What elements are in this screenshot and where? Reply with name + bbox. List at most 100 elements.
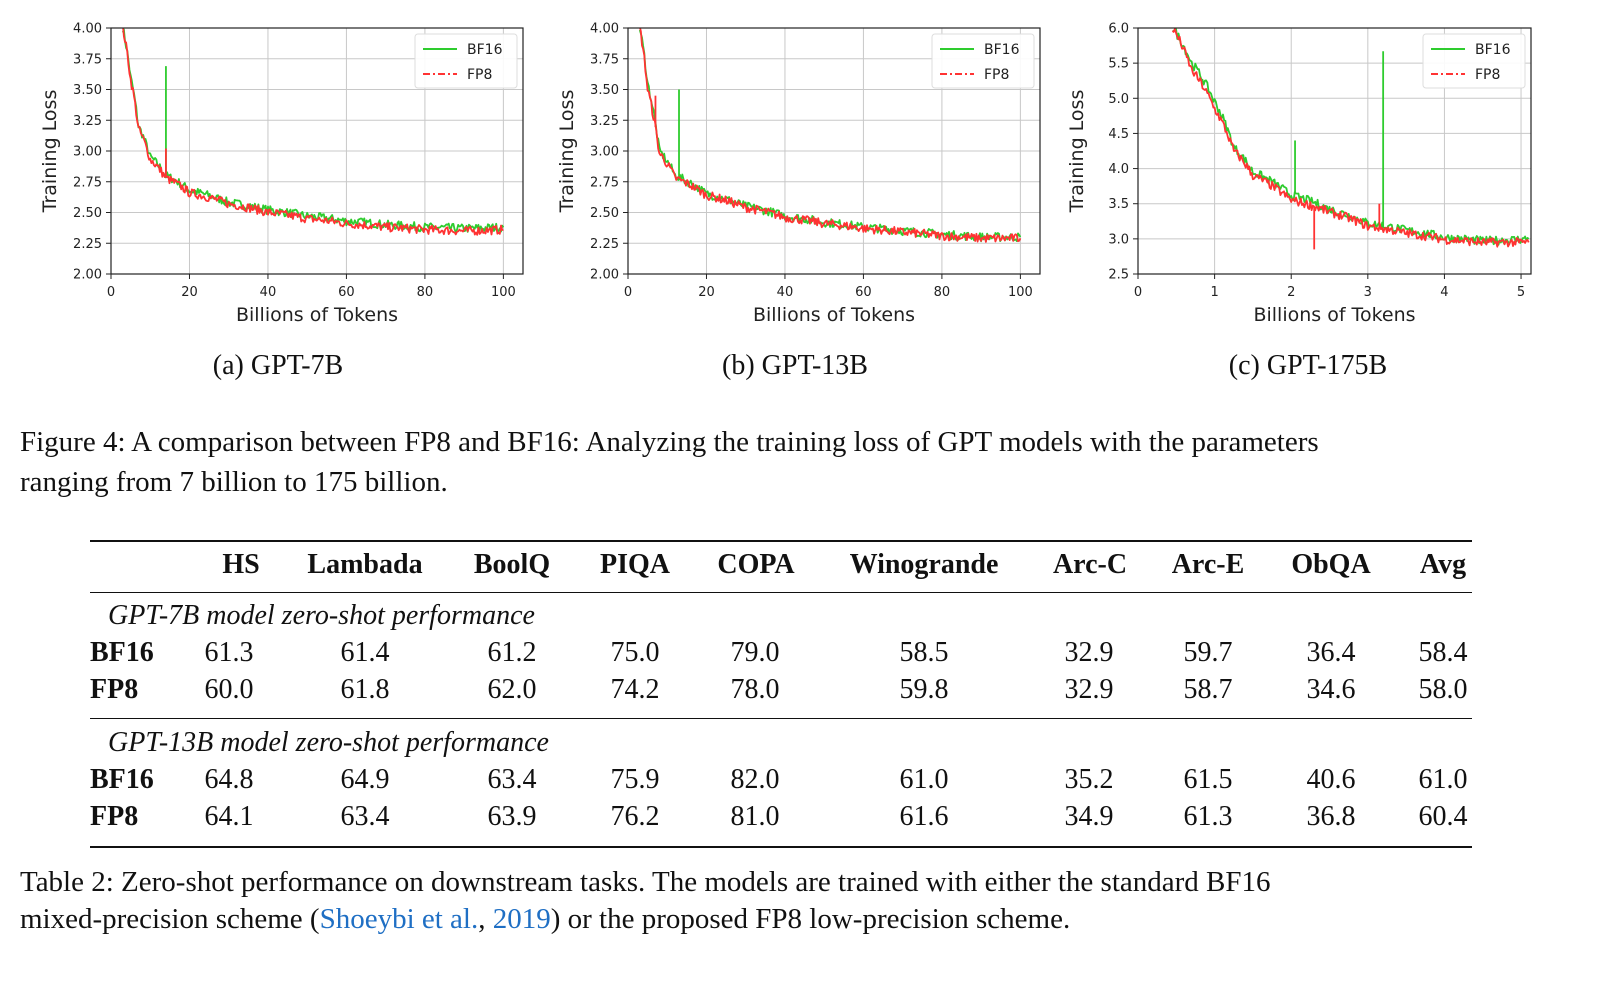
table-header-rule — [90, 592, 1472, 593]
table-cell: 61.0 — [1418, 764, 1468, 795]
y-tick-label: 2.50 — [73, 206, 102, 221]
y-tick-label: 5.5 — [1108, 57, 1129, 72]
table-cell: 60.4 — [1418, 801, 1468, 832]
y-axis-label: Training Loss — [1066, 90, 1088, 214]
citation-author-link[interactable]: Shoeybi et al. — [319, 903, 479, 935]
column-header: BoolQ — [473, 549, 551, 580]
y-tick-label: 2.00 — [590, 268, 619, 283]
column-header: HS — [222, 549, 260, 580]
y-tick-label: 3.0 — [1108, 232, 1129, 247]
table-cell: 59.8 — [899, 674, 949, 705]
table-top-rule — [90, 540, 1472, 542]
table-cell: 76.2 — [610, 801, 660, 832]
y-tick-label: 3.75 — [590, 52, 619, 67]
citation-year-link[interactable]: 2019 — [492, 903, 551, 935]
x-tick-label: 60 — [338, 285, 355, 300]
table-cell: 61.0 — [899, 764, 949, 795]
x-tick-label: 5 — [1517, 285, 1525, 300]
y-tick-label: 4.00 — [590, 22, 619, 37]
y-tick-label: 3.75 — [73, 52, 102, 67]
y-axis-label: Training Loss — [39, 90, 61, 214]
table-cell: 75.0 — [610, 637, 660, 668]
table-cell: 61.4 — [340, 637, 390, 668]
subcaption-c: (c) GPT-175B — [1228, 350, 1388, 381]
x-axis-label: Billions of Tokens — [753, 304, 915, 326]
section-title: GPT-13B model zero-shot performance — [108, 727, 549, 758]
table-mid-rule — [90, 718, 1472, 719]
table-cell: 59.7 — [1183, 637, 1233, 668]
subcaption-a: (a) GPT-7B — [212, 350, 344, 381]
y-tick-label: 2.5 — [1108, 268, 1129, 283]
x-tick-label: 2 — [1287, 285, 1295, 300]
table-cell: 64.9 — [340, 764, 390, 795]
caption-text: mixed-precision scheme ( — [20, 903, 320, 935]
subcaption-b: (b) GPT-13B — [722, 350, 868, 381]
y-tick-label: 4.0 — [1108, 162, 1129, 177]
table-cell: 61.3 — [1183, 801, 1233, 832]
x-tick-label: 0 — [624, 285, 632, 300]
x-tick-label: 100 — [491, 285, 516, 300]
y-tick-label: 3.00 — [590, 145, 619, 160]
y-tick-label: 6.0 — [1108, 22, 1129, 37]
axes-frame — [1137, 27, 1532, 275]
x-axis-label: Billions of Tokens — [1253, 304, 1415, 326]
series-line-fp8 — [639, 28, 1022, 243]
y-tick-label: 2.25 — [590, 237, 619, 252]
x-tick-label: 0 — [107, 285, 115, 300]
caption-text: , — [478, 903, 493, 935]
x-tick-label: 1 — [1210, 285, 1218, 300]
column-header: Avg — [1419, 549, 1467, 580]
x-tick-label: 0 — [1134, 285, 1142, 300]
table-cell: 60.0 — [204, 674, 254, 705]
y-tick-label: 5.0 — [1108, 92, 1129, 107]
x-tick-label: 80 — [417, 285, 434, 300]
row-label: FP8 — [90, 674, 139, 705]
plot-area — [1171, 28, 1530, 250]
y-tick-label: 3.50 — [73, 83, 102, 98]
table-cell: 64.8 — [204, 764, 254, 795]
y-tick-label: 4.00 — [73, 22, 102, 37]
y-tick-label: 2.75 — [73, 175, 102, 190]
series-line-fp8 — [1171, 28, 1530, 248]
table-cell: 75.9 — [610, 764, 660, 795]
row-label: BF16 — [90, 637, 154, 668]
table-caption-line1: Table 2: Zero-shot performance on downst… — [20, 866, 1271, 898]
table-cell: 36.4 — [1306, 637, 1356, 668]
column-header: Arc-E — [1171, 549, 1245, 580]
table-cell: 40.6 — [1306, 764, 1356, 795]
table-cell: 63.4 — [340, 801, 390, 832]
table-cell: 32.9 — [1064, 674, 1114, 705]
table-cell: 61.2 — [487, 637, 537, 668]
y-tick-label: 3.25 — [590, 114, 619, 129]
x-tick-label: 40 — [777, 285, 794, 300]
legend-label-bf16: BF16 — [1475, 42, 1511, 58]
table-cell: 34.6 — [1306, 674, 1356, 705]
table-cell: 74.2 — [610, 674, 660, 705]
chart-gpt-7b: 0 20 40 60 80 100 2.00 2.25 2.50 2.75 3.00 3.25 3.50… — [39, 22, 524, 326]
chart-gpt-175b: 0 1 2 3 4 5 2.5 3.0 3.5 4.0 4.5 5.0 5.5 6.0 BF16 FP8 Bil… — [1066, 22, 1532, 326]
x-tick-label: 80 — [934, 285, 951, 300]
table-cell: 61.8 — [340, 674, 390, 705]
table-caption-line2: mixed-precision scheme (Shoeybi et al., … — [20, 899, 1070, 939]
caption-text: ) or the proposed FP8 low-precision sche… — [550, 903, 1071, 935]
legend-label-fp8: FP8 — [1475, 67, 1500, 83]
column-header: COPA — [717, 549, 795, 580]
x-tick-label: 4 — [1440, 285, 1448, 300]
y-tick-label: 2.75 — [590, 175, 619, 190]
table-cell: 34.9 — [1064, 801, 1114, 832]
figure-caption-line1: Figure 4: A comparison between FP8 and B… — [20, 426, 1319, 458]
table-cell: 63.9 — [487, 801, 537, 832]
table-cell: 61.5 — [1183, 764, 1233, 795]
figure-caption-line2: ranging from 7 billion to 175 billion. — [20, 466, 448, 498]
table-cell: 58.7 — [1183, 674, 1233, 705]
legend-label-bf16: BF16 — [467, 42, 503, 58]
row-label: BF16 — [90, 764, 154, 795]
table-cell: 35.2 — [1064, 764, 1114, 795]
table-cell: 58.4 — [1418, 637, 1468, 668]
table-cell: 58.0 — [1418, 674, 1468, 705]
table-cell: 64.1 — [204, 801, 254, 832]
column-header: Arc-C — [1052, 549, 1128, 580]
table-bottom-rule — [90, 846, 1472, 848]
axes-frame — [110, 27, 524, 275]
table-cell: 63.4 — [487, 764, 537, 795]
